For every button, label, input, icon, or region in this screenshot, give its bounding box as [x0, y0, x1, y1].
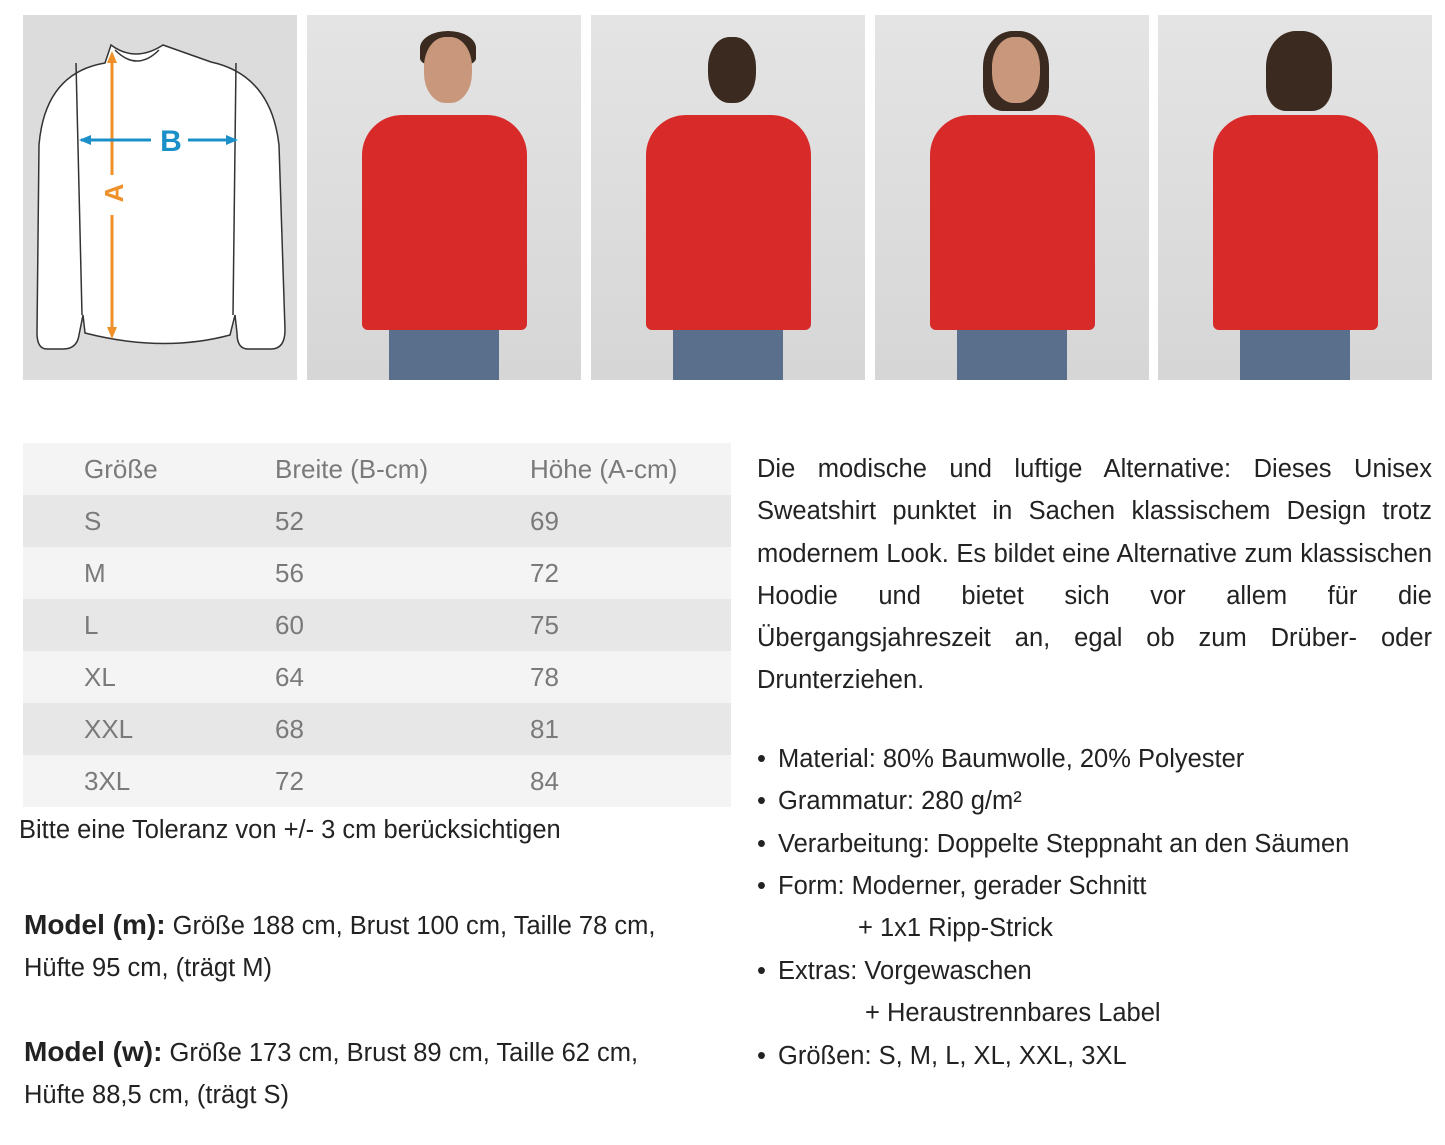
- feature-extras-sub: + Heraustrennbares Label: [865, 999, 1161, 1027]
- photo-model-w-back: [1158, 15, 1432, 380]
- table-row: 3XL 72 84: [23, 755, 731, 807]
- size-table: Größe Breite (B-cm) Höhe (A-cm) S 52 69 M 56 7…: [23, 443, 731, 807]
- table-row: L 60 75: [23, 599, 731, 651]
- header-width: Breite (B-cm): [275, 443, 530, 495]
- feature-processing: • Verarbeitung: Doppelte Steppnaht an den…: [757, 830, 1350, 858]
- model-m-info: Model (m): Größe 188 cm, Brust 100 cm, T…: [24, 909, 656, 983]
- photo-model-w-front: [875, 15, 1149, 380]
- header-size: Größe: [23, 443, 275, 495]
- table-header: Größe Breite (B-cm) Höhe (A-cm): [23, 443, 731, 495]
- table-row: M 56 72: [23, 547, 731, 599]
- table-row: XXL 68 81: [23, 703, 731, 755]
- feature-sizes: • Größen: S, M, L, XL, XXL, 3XL: [757, 1042, 1127, 1070]
- photo-model-m-back: [591, 15, 865, 380]
- feature-extras: • Extras: Vorgewaschen: [757, 957, 1032, 985]
- tolerance-note: Bitte eine Toleranz von +/- 3 cm berücks…: [19, 816, 561, 844]
- label-b: B: [160, 125, 182, 158]
- model-w-info: Model (w): Größe 173 cm, Brust 89 cm, Ta…: [24, 1036, 639, 1110]
- photo-model-m-front: [307, 15, 581, 380]
- feature-form-sub: + 1x1 Ripp-Strick: [858, 914, 1053, 942]
- table-row: XL 64 78: [23, 651, 731, 703]
- product-description: Die modische und luftige Alternative: Di…: [757, 455, 1432, 695]
- feature-material: • Material: 80% Baumwolle, 20% Polyester: [757, 745, 1245, 773]
- feature-weight: • Grammatur: 280 g/m²: [757, 787, 1022, 815]
- size-diagram: A B: [23, 15, 297, 380]
- label-a: A: [99, 183, 129, 202]
- table-row: S 52 69: [23, 495, 731, 547]
- feature-form: • Form: Moderner, gerader Schnitt: [757, 872, 1147, 900]
- header-height: Höhe (A-cm): [530, 443, 731, 495]
